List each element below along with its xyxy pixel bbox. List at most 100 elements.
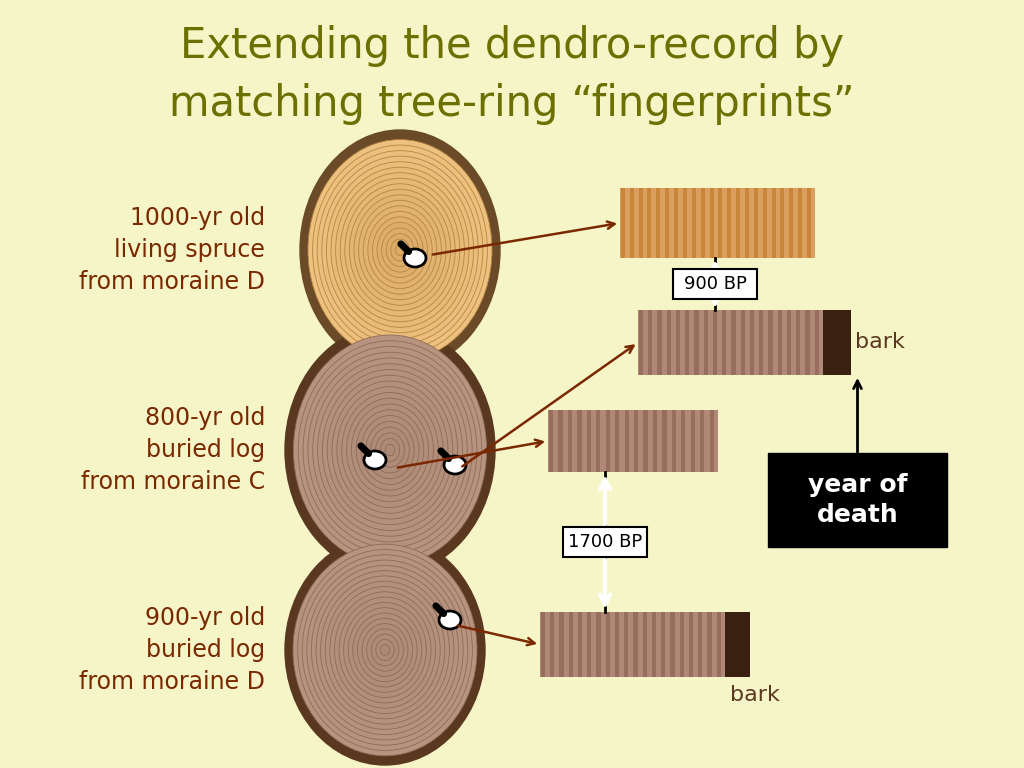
Bar: [768, 310, 772, 375]
Ellipse shape: [298, 341, 481, 559]
Bar: [652, 612, 656, 677]
Ellipse shape: [364, 206, 437, 294]
Text: 800-yr old
buried log
from moraine C: 800-yr old buried log from moraine C: [81, 406, 265, 494]
Bar: [806, 310, 810, 375]
Ellipse shape: [285, 535, 485, 765]
Bar: [719, 188, 722, 258]
Ellipse shape: [385, 444, 395, 455]
Bar: [647, 188, 651, 258]
Bar: [667, 310, 671, 375]
Ellipse shape: [293, 545, 477, 756]
Text: 1700 BP: 1700 BP: [568, 533, 642, 551]
Text: bark: bark: [730, 685, 780, 705]
Bar: [625, 612, 629, 677]
Bar: [615, 410, 620, 472]
Ellipse shape: [376, 640, 394, 660]
Bar: [639, 188, 643, 258]
Bar: [798, 188, 802, 258]
Bar: [676, 310, 680, 375]
Bar: [548, 410, 718, 472]
Bar: [736, 188, 740, 258]
Text: 1000-yr old
living spruce
from moraine D: 1000-yr old living spruce from moraine D: [79, 207, 265, 293]
Bar: [648, 310, 652, 375]
Text: bark: bark: [855, 333, 905, 353]
Bar: [710, 188, 714, 258]
Ellipse shape: [327, 162, 473, 339]
Text: year of
death: year of death: [808, 473, 907, 527]
Ellipse shape: [312, 358, 467, 542]
Bar: [639, 310, 643, 375]
Ellipse shape: [346, 399, 433, 502]
Bar: [786, 310, 792, 375]
Bar: [615, 612, 620, 677]
Ellipse shape: [357, 618, 413, 682]
Bar: [625, 410, 629, 472]
Bar: [722, 310, 726, 375]
Bar: [680, 612, 684, 677]
Ellipse shape: [337, 387, 443, 513]
FancyBboxPatch shape: [673, 269, 757, 299]
Ellipse shape: [311, 565, 459, 735]
Bar: [731, 310, 735, 375]
Ellipse shape: [404, 249, 426, 267]
Ellipse shape: [377, 223, 423, 277]
Bar: [559, 612, 563, 677]
Bar: [713, 310, 717, 375]
Bar: [710, 410, 714, 472]
Bar: [605, 612, 610, 677]
Ellipse shape: [317, 364, 463, 536]
Bar: [638, 310, 823, 375]
Bar: [759, 310, 763, 375]
Bar: [683, 188, 687, 258]
Bar: [780, 188, 784, 258]
Bar: [790, 188, 794, 258]
Bar: [663, 410, 667, 472]
Bar: [549, 410, 553, 472]
Bar: [540, 612, 725, 677]
Bar: [630, 188, 634, 258]
Bar: [541, 612, 545, 677]
Ellipse shape: [345, 184, 456, 316]
Ellipse shape: [326, 581, 444, 719]
Bar: [558, 410, 562, 472]
Bar: [596, 612, 601, 677]
Bar: [750, 310, 754, 375]
Bar: [671, 612, 675, 677]
Ellipse shape: [439, 611, 461, 629]
Bar: [807, 188, 811, 258]
Ellipse shape: [300, 130, 500, 370]
Ellipse shape: [348, 607, 422, 692]
Ellipse shape: [330, 587, 440, 713]
Bar: [823, 310, 851, 375]
Ellipse shape: [331, 167, 469, 333]
Ellipse shape: [391, 239, 410, 261]
Ellipse shape: [382, 228, 419, 272]
Text: 900 BP: 900 BP: [684, 275, 746, 293]
Ellipse shape: [328, 376, 453, 525]
Bar: [703, 310, 708, 375]
Ellipse shape: [444, 456, 466, 474]
FancyBboxPatch shape: [768, 453, 947, 547]
Bar: [620, 188, 815, 258]
Ellipse shape: [342, 392, 438, 508]
Bar: [653, 410, 657, 472]
Text: 900-yr old
buried log
from moraine D: 900-yr old buried log from moraine D: [79, 607, 265, 694]
Ellipse shape: [368, 211, 432, 289]
Bar: [657, 310, 662, 375]
Bar: [587, 612, 591, 677]
Bar: [666, 188, 670, 258]
Bar: [727, 188, 731, 258]
Bar: [634, 410, 638, 472]
Ellipse shape: [354, 195, 446, 305]
Ellipse shape: [340, 178, 460, 322]
Ellipse shape: [349, 189, 451, 311]
Bar: [740, 310, 744, 375]
Ellipse shape: [380, 439, 399, 462]
Bar: [568, 410, 572, 472]
Ellipse shape: [298, 549, 472, 750]
Bar: [717, 612, 721, 677]
Ellipse shape: [371, 634, 398, 666]
Bar: [596, 410, 600, 472]
Ellipse shape: [321, 576, 450, 724]
Bar: [692, 188, 695, 258]
